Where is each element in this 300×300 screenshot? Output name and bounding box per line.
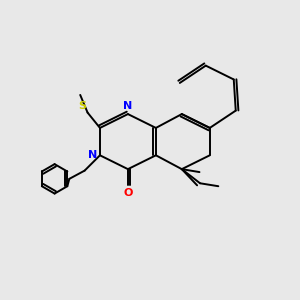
Text: N: N	[88, 150, 98, 160]
Text: N: N	[123, 100, 133, 110]
Text: O: O	[123, 188, 133, 198]
Text: S: S	[78, 101, 86, 111]
